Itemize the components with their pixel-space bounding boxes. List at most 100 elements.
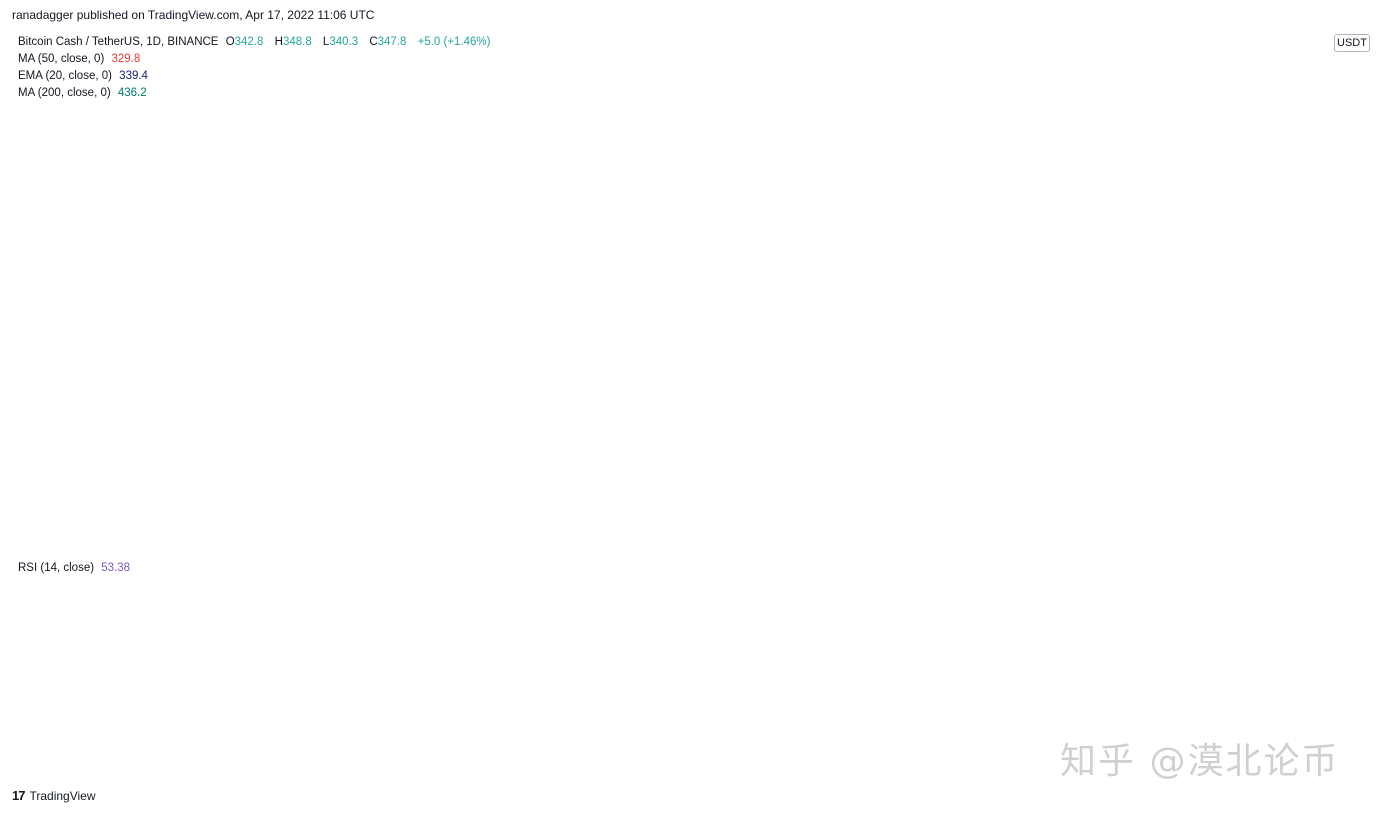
candle-body (212, 172, 217, 197)
candle-body (372, 203, 377, 227)
currency-button[interactable]: USDT (1334, 34, 1370, 52)
candle-body (1223, 431, 1228, 457)
candle-body (902, 505, 907, 511)
tradingview-logo-icon[interactable]: 17 (12, 788, 26, 803)
rsi-tick-label: 40.00 (1326, 672, 1354, 684)
candle-body (406, 242, 411, 249)
candle-body (139, 155, 144, 195)
symbol-name[interactable]: Bitcoin Cash / TetherUS, 1D, BINANCE (18, 36, 219, 48)
candle-body (795, 389, 800, 405)
ema20-value: 339.4 (119, 70, 148, 82)
candle-body (557, 238, 562, 264)
candle-body (1038, 492, 1043, 510)
candle-body (52, 217, 56, 241)
price-tick-label: 520.0 (1326, 294, 1354, 306)
candle-body (703, 337, 707, 377)
candle-body (645, 341, 649, 356)
last-price-label: 347.8 (1329, 443, 1357, 455)
candle-body (742, 394, 746, 404)
candle-body (926, 467, 931, 490)
candle-body (465, 186, 469, 211)
candle-body (42, 232, 47, 245)
candle-body (168, 175, 173, 197)
candle-body (591, 260, 596, 282)
candle-body (1194, 439, 1198, 454)
candle-body (392, 214, 396, 235)
candle-body (737, 395, 742, 404)
candle-body (756, 394, 761, 412)
candle-body (445, 217, 450, 238)
high-label: H (274, 36, 283, 48)
candle-body (440, 217, 445, 254)
candle-body (66, 201, 71, 229)
candle-body (1029, 487, 1033, 501)
candle-body (917, 471, 921, 490)
candle-body (956, 473, 960, 490)
candle-body (18, 212, 22, 283)
candle-body (1058, 484, 1062, 510)
candle-body (256, 236, 260, 263)
rsi-line (19, 568, 1227, 731)
candle-body (664, 334, 669, 339)
candle-body (985, 460, 989, 465)
candle-body (1140, 445, 1145, 463)
candle-body (922, 467, 926, 490)
candle-body (115, 169, 119, 199)
candle-body (999, 495, 1004, 499)
candle-body (241, 247, 246, 260)
ema20-legend[interactable]: EMA (20, close, 0) 339.4 (18, 68, 148, 85)
candle-body (285, 267, 290, 287)
candle-body (625, 333, 630, 345)
candle-body (353, 203, 358, 232)
candle-body (1048, 462, 1053, 467)
candle-body (854, 463, 858, 475)
candle-body (426, 212, 430, 232)
candle-body (620, 339, 625, 345)
tradingview-brand[interactable]: TradingView (29, 788, 96, 803)
candle-body (1155, 438, 1159, 455)
candle-body (640, 327, 644, 342)
candle-body (236, 213, 241, 248)
close-label: C (369, 36, 378, 48)
indicator-name-label: MA (1294, 471, 1311, 483)
candle-body (824, 430, 829, 457)
candle-body (27, 283, 32, 285)
candle-body (1189, 453, 1193, 463)
price-tags: MA 436.2 BCHUSDT 347.812:53:18 EMA 339.4 MA 329… (1255, 363, 1381, 644)
candle-body (431, 209, 435, 213)
price-axis[interactable]: 800.0 760.0 720.0 680.0 640.0 600.0 560.0 520.0… (1326, 52, 1354, 548)
candle-body (125, 190, 129, 192)
candle-body (601, 310, 605, 327)
candle-body (994, 479, 999, 499)
candle-body (246, 228, 251, 260)
candle-body (489, 189, 494, 219)
candle-body (37, 232, 42, 256)
candle-body (144, 155, 149, 164)
candle-body (1116, 438, 1121, 440)
indicator-value-label: 329.8 (1324, 471, 1352, 483)
candle-body (324, 230, 328, 244)
candle-body (1053, 462, 1057, 510)
candle-body (470, 186, 474, 216)
rsi-legend[interactable]: RSI (14, close) 53.38 (18, 560, 130, 577)
candle-body (839, 433, 844, 473)
ma50-label: MA (50, close, 0) (18, 53, 105, 65)
candle-body (1179, 437, 1184, 450)
candle-body (86, 188, 90, 223)
candle-body (547, 258, 552, 264)
candle-body (314, 243, 319, 253)
price-tick-label: 640.0 (1326, 190, 1354, 202)
ma50-legend[interactable]: MA (50, close, 0) 329.8 (18, 51, 140, 68)
symbol-tag (1255, 438, 1315, 457)
candle-body (717, 368, 722, 383)
candle-body (1174, 449, 1179, 469)
candle-body (820, 410, 824, 457)
candle-body (1019, 458, 1023, 467)
ma200-legend[interactable]: MA (200, close, 0) 436.2 (18, 85, 147, 102)
rsi-tick-label: 60.00 (1326, 610, 1354, 622)
candle-body (960, 473, 965, 504)
price-tick-label: 320.0 (1326, 467, 1354, 479)
candle-body (1131, 441, 1135, 455)
